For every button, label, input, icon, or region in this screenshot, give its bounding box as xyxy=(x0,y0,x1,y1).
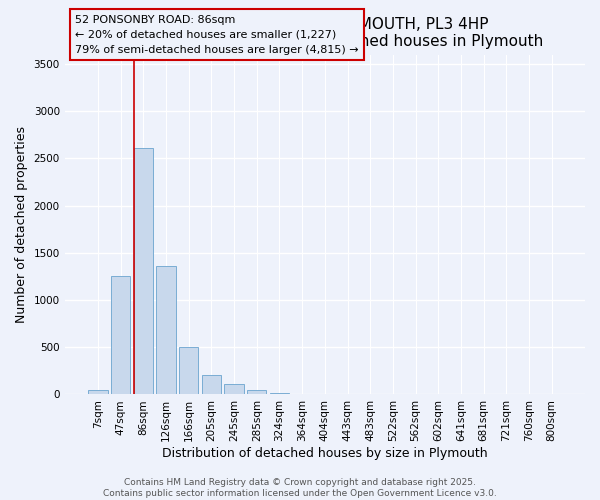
Bar xyxy=(88,390,107,394)
X-axis label: Distribution of detached houses by size in Plymouth: Distribution of detached houses by size … xyxy=(162,447,488,460)
Text: 52 PONSONBY ROAD: 86sqm
← 20% of detached houses are smaller (1,227)
79% of semi: 52 PONSONBY ROAD: 86sqm ← 20% of detache… xyxy=(75,15,359,54)
Bar xyxy=(157,266,176,394)
Bar xyxy=(224,384,244,394)
Text: Contains HM Land Registry data © Crown copyright and database right 2025.
Contai: Contains HM Land Registry data © Crown c… xyxy=(103,478,497,498)
Bar xyxy=(111,276,130,394)
Bar xyxy=(270,392,289,394)
Bar xyxy=(134,148,153,394)
Bar xyxy=(179,348,199,395)
Bar xyxy=(247,390,266,394)
Title: 52, PONSONBY ROAD, PLYMOUTH, PL3 4HP
Size of property relative to detached house: 52, PONSONBY ROAD, PLYMOUTH, PL3 4HP Siz… xyxy=(107,17,543,50)
Y-axis label: Number of detached properties: Number of detached properties xyxy=(15,126,28,323)
Bar xyxy=(202,374,221,394)
